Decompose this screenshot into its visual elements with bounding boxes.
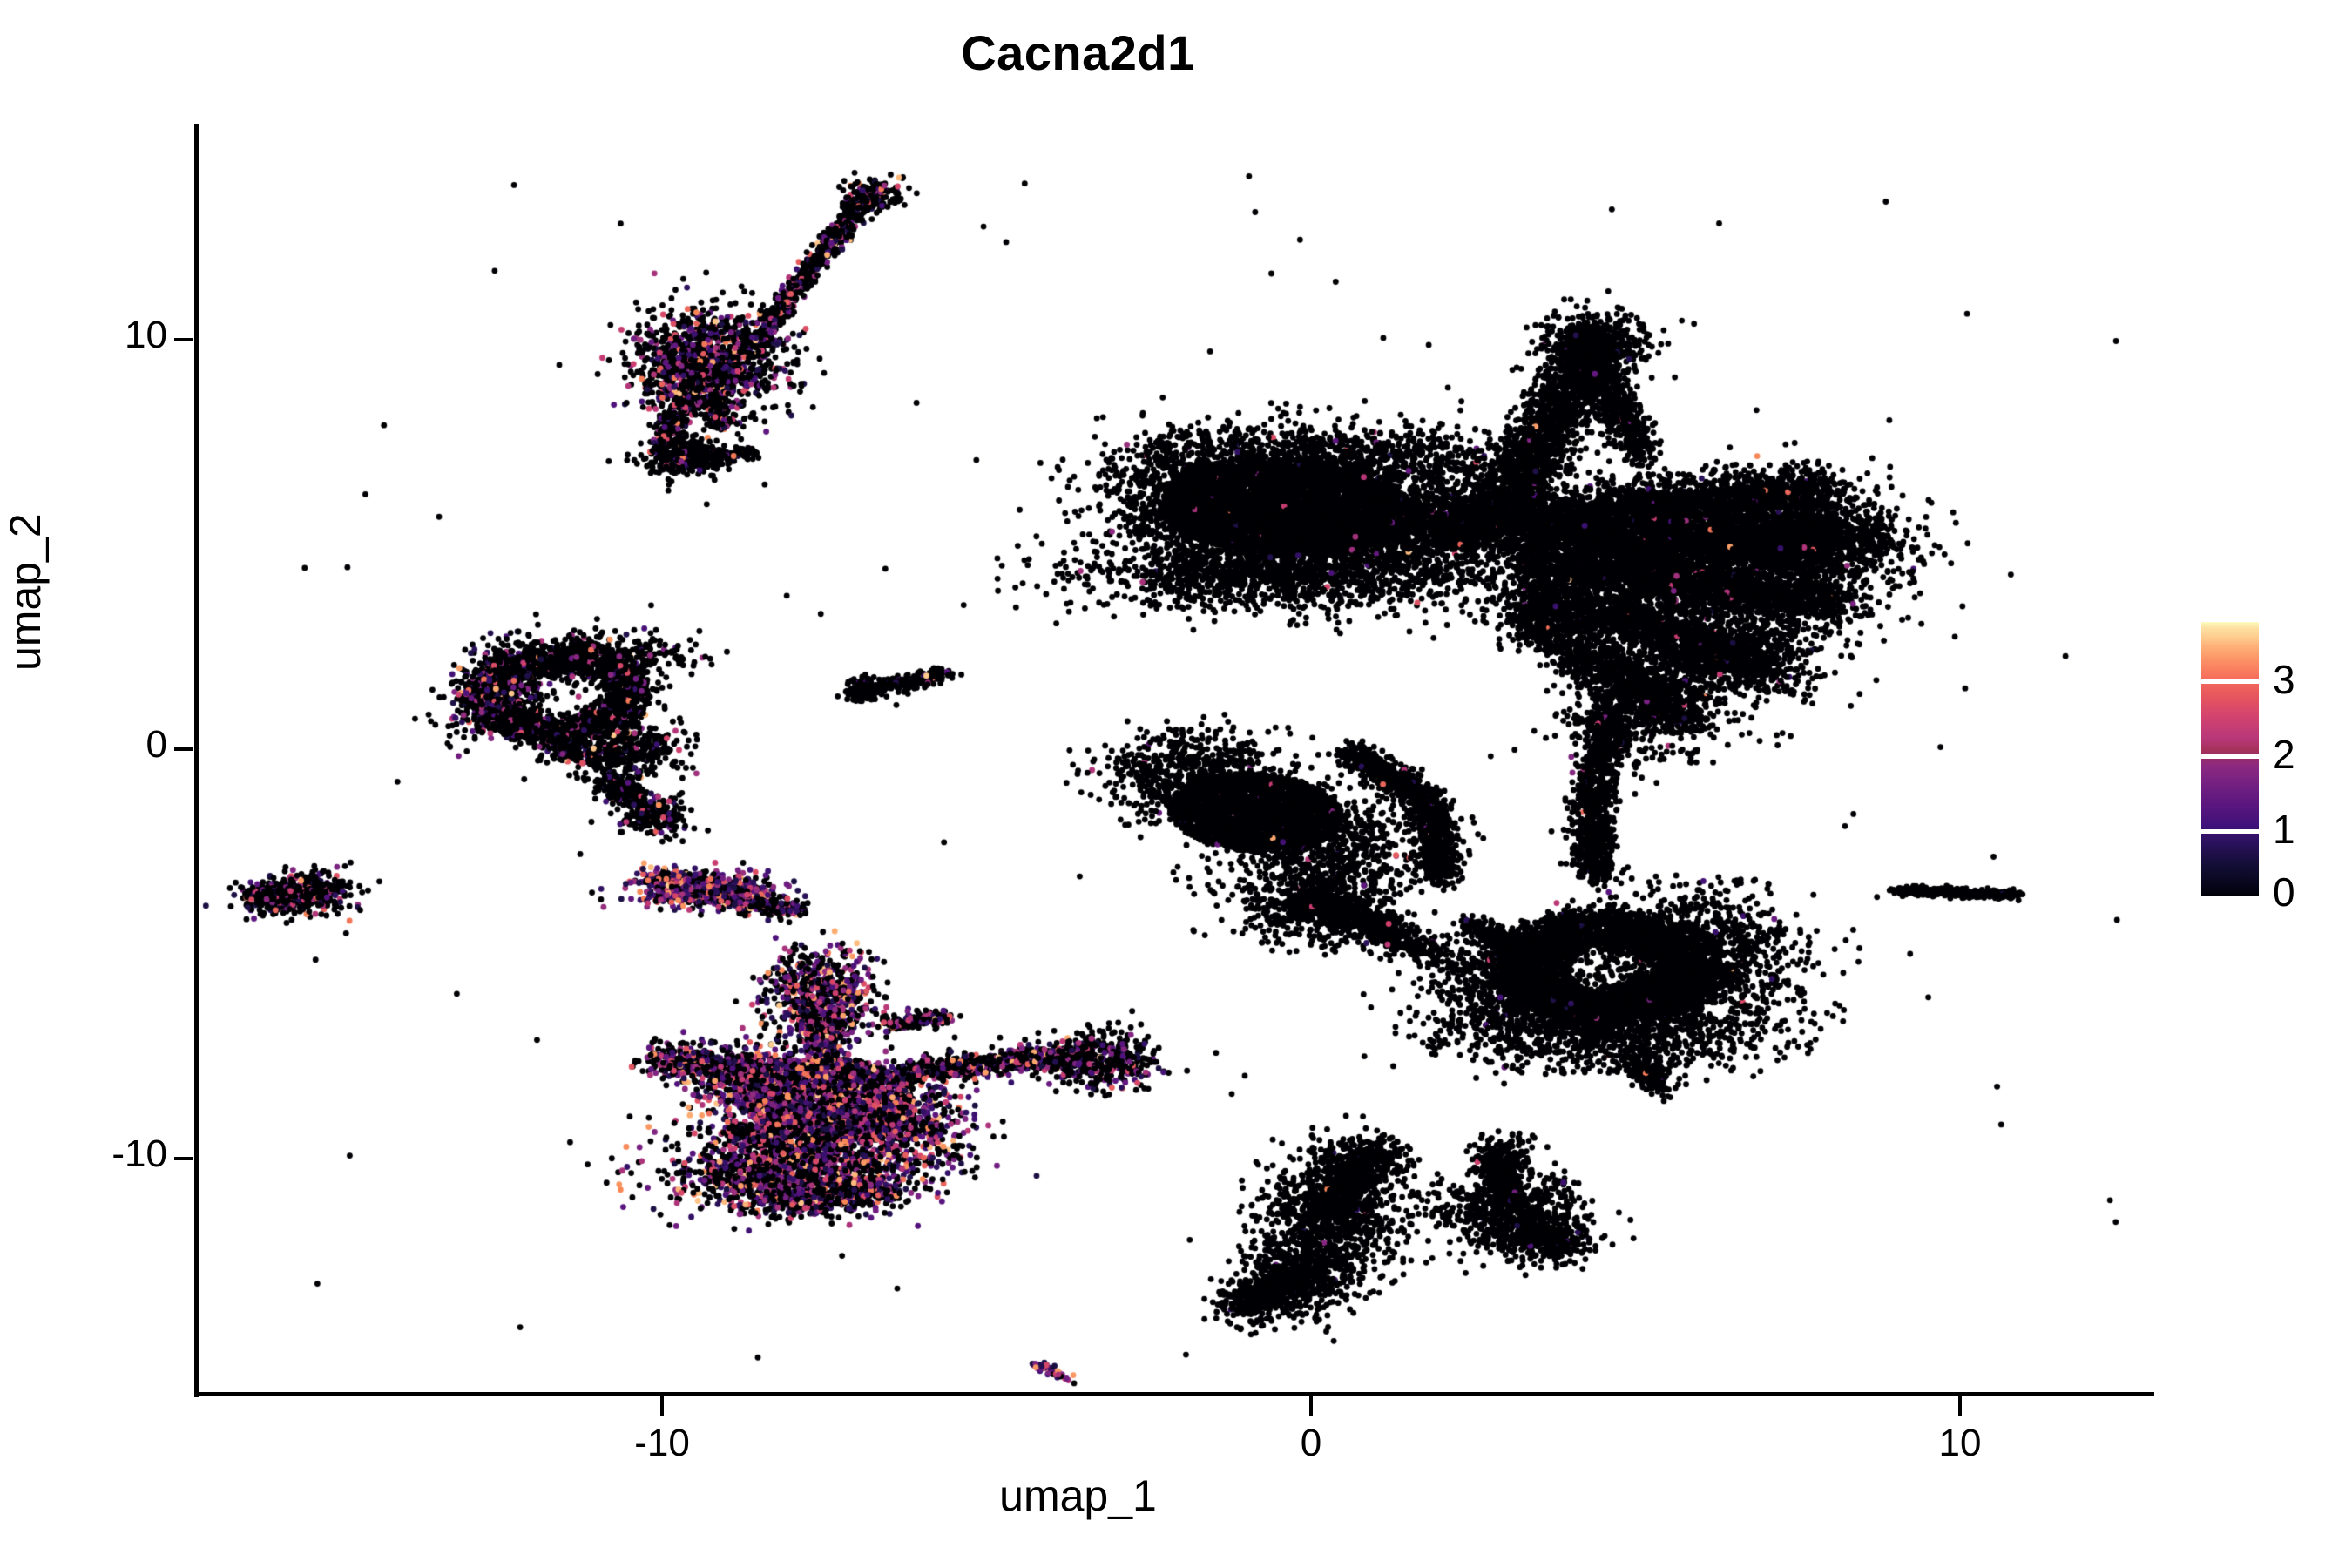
colorbar-label-2: 2 — [2273, 732, 2295, 777]
colorbar-tick-2 — [2201, 754, 2259, 759]
y-tick-label-neg10: -10 — [112, 1132, 167, 1175]
colorbar-label-0: 0 — [2273, 869, 2295, 915]
colorbar-tick-3 — [2201, 679, 2259, 684]
colorbar-tick-0 — [2201, 896, 2259, 900]
x-axis-line — [194, 1392, 2154, 1396]
plot-title: Cacna2d1 — [961, 25, 1195, 80]
colorbar-gradient — [2201, 622, 2259, 900]
x-tick-label-0: 0 — [1300, 1422, 1322, 1464]
x-tick-mark-neg10 — [660, 1396, 664, 1416]
color-legend: 3 2 1 0 — [2201, 622, 2341, 915]
x-tick-mark-10 — [1958, 1396, 1962, 1416]
colorbar-tick-1 — [2201, 829, 2259, 834]
x-tick-label-neg10: -10 — [634, 1422, 690, 1464]
y-axis-line — [194, 124, 199, 1397]
y-tick-label-0: 0 — [145, 723, 167, 766]
y-tick-mark-neg10 — [174, 1157, 193, 1160]
scatter-points-canvas — [198, 124, 2154, 1395]
y-axis-title: umap_2 — [1, 513, 50, 671]
y-tick-mark-10 — [174, 338, 193, 341]
x-tick-label-10: 10 — [1938, 1422, 1982, 1464]
y-tick-mark-0 — [174, 747, 193, 751]
x-axis-title: umap_1 — [999, 1471, 1157, 1520]
colorbar-label-3: 3 — [2273, 657, 2295, 702]
plot-panel — [198, 124, 2154, 1395]
y-tick-label-10: 10 — [125, 314, 167, 356]
x-tick-mark-0 — [1309, 1396, 1313, 1416]
colorbar-label-1: 1 — [2273, 807, 2295, 852]
